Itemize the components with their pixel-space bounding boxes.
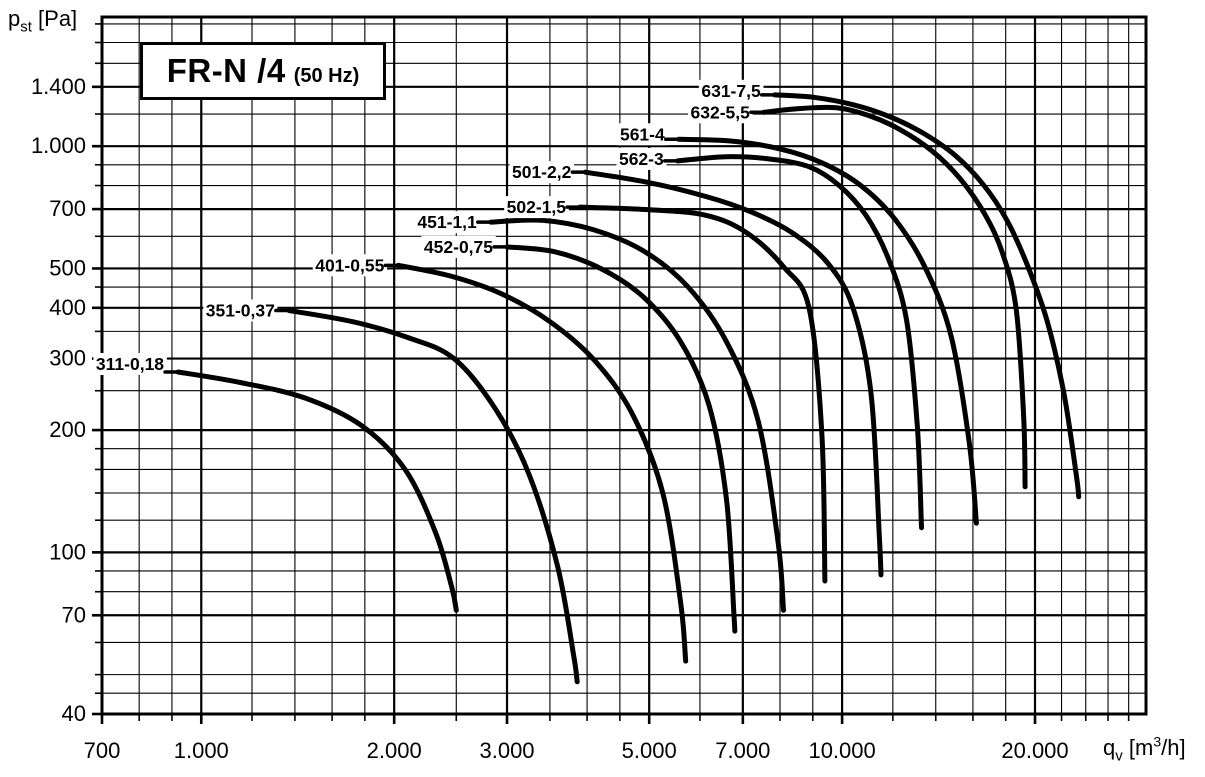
curve-label-502-1-5: 502-1,5	[507, 197, 567, 217]
curve-label-632-5-5: 632-5,5	[691, 102, 751, 122]
y-tick-label: 1.000	[31, 133, 86, 158]
x-axis-symbol: q	[1103, 735, 1116, 760]
x-axis-unit-exponent: 3	[1153, 733, 1162, 750]
curve-label-452-0-75: 452-0,75	[424, 237, 493, 257]
x-axis-title: qv [m3/h]	[1103, 733, 1186, 765]
chart-title-box: FR-N /4 (50 Hz)	[140, 42, 386, 100]
curve-502-1-5	[577, 204, 828, 584]
y-tick-label: 300	[49, 346, 86, 371]
chart-title-frequency: (50 Hz)	[293, 65, 360, 87]
curve-label-451-1-1: 451-1,1	[417, 212, 477, 232]
x-tick-label: 7.000	[715, 738, 770, 763]
curve-label-631-7-5: 631-7,5	[701, 81, 761, 101]
curve-label-561-4: 561-4	[620, 124, 665, 144]
y-axis-unit: [Pa]	[31, 6, 78, 31]
y-tick-label: 40	[62, 701, 86, 726]
chart-title-text: FR-N /4 (50 Hz)	[167, 52, 360, 90]
curve-351-0-37	[286, 307, 580, 685]
y-axis-title: pst [Pa]	[8, 6, 78, 36]
x-tick-label: 20.000	[1001, 738, 1068, 763]
chart-title: FR-N /4	[166, 52, 286, 89]
curve-452-0-75	[504, 244, 738, 634]
curve-label-bg	[312, 254, 388, 277]
curve-label-bg	[414, 211, 480, 234]
x-tick-label: 2.000	[367, 738, 422, 763]
x-axis-unit-post: /h]	[1161, 735, 1186, 760]
y-tick-label: 70	[62, 602, 86, 627]
curve-561-4	[676, 136, 979, 526]
curve-501-2-2	[582, 169, 884, 578]
curve-label-bg	[93, 353, 167, 376]
y-tick-label: 700	[49, 196, 86, 221]
curve-label-bg	[421, 235, 496, 258]
curve-label-501-2-2: 501-2,2	[512, 162, 572, 182]
curve-label-bg	[616, 147, 667, 170]
curve-label-bg	[509, 161, 575, 184]
curve-562-3	[675, 154, 924, 531]
curve-label-351-0-37: 351-0,37	[206, 300, 275, 320]
x-tick-label: 10.000	[808, 738, 875, 763]
y-tick-label: 200	[49, 417, 86, 442]
curve-label-562-3: 562-3	[619, 149, 664, 169]
y-tick-label: 1.400	[31, 74, 86, 99]
curve-451-1-1	[488, 217, 786, 613]
curve-311-0-18	[175, 369, 459, 613]
y-tick-label: 100	[49, 539, 86, 564]
curve-label-311-0-18: 311-0,18	[96, 354, 164, 374]
curve-632-5-5	[761, 104, 1028, 490]
curve-631-7-5	[772, 92, 1082, 500]
y-axis-symbol-subscript: st	[20, 18, 32, 36]
y-tick-label: 400	[49, 295, 86, 320]
x-axis-unit-pre: [m	[1122, 735, 1154, 760]
x-tick-label: 700	[84, 738, 121, 763]
curve-label-bg	[504, 196, 569, 219]
y-tick-label: 500	[49, 255, 86, 280]
x-axis-symbol-subscript: v	[1115, 747, 1123, 765]
curve-401-0-55	[395, 262, 689, 664]
curve-label-401-0-55: 401-0,55	[315, 255, 384, 275]
curve-label-bg	[617, 123, 668, 146]
curve-label-bg	[203, 299, 278, 322]
y-axis-symbol: p	[8, 6, 21, 31]
curve-label-bg	[698, 79, 764, 102]
x-tick-label: 1.000	[174, 738, 229, 763]
curve-label-bg	[688, 101, 753, 124]
x-tick-label: 3.000	[479, 738, 534, 763]
x-tick-label: 5.000	[622, 738, 677, 763]
plot-border	[100, 15, 1148, 716]
